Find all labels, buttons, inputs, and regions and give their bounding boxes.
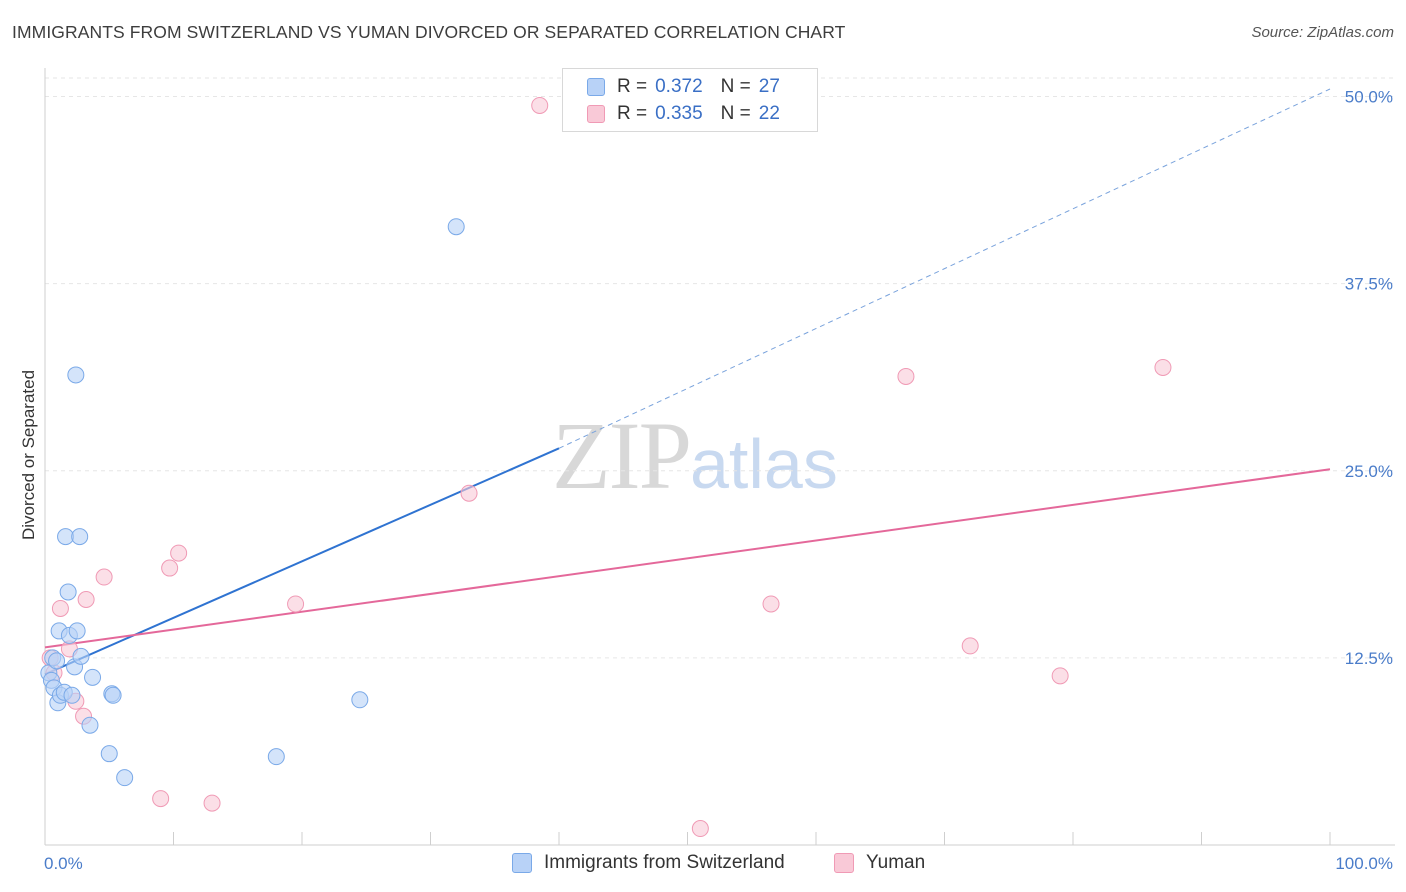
- yuman-point: [1154, 358, 1172, 376]
- switzerland-point: [267, 748, 285, 766]
- trend-line-yuman: [44, 468, 1331, 649]
- switzerland-point: [351, 691, 369, 709]
- yuman-point: [762, 595, 780, 613]
- y-axis-title: Divorced or Separated: [19, 370, 38, 540]
- legend-swatch-blue: [587, 78, 605, 96]
- y-tick-label: 12.5%: [1345, 649, 1393, 668]
- source-label: Source: ZipAtlas.com: [1251, 24, 1394, 41]
- switzerland-point: [116, 769, 134, 787]
- bottom-legend-switzerland: Immigrants from Switzerland: [512, 852, 785, 874]
- yuman-point: [531, 96, 549, 114]
- switzerland-point: [72, 647, 90, 665]
- legend-n-label: N =: [720, 76, 751, 97]
- x-tick-label: 0.0%: [44, 854, 83, 873]
- legend-n-value: 27: [758, 76, 780, 97]
- yuman-point: [691, 820, 709, 838]
- watermark-zip: ZIP: [552, 402, 692, 509]
- watermark-atlas: atlas: [690, 425, 838, 503]
- legend-n-label: N =: [720, 103, 751, 124]
- switzerland-point: [100, 745, 118, 763]
- chart-title: IMMIGRANTS FROM SWITZERLAND VS YUMAN DIV…: [12, 22, 846, 42]
- yuman-point: [287, 595, 305, 613]
- switzerland-point: [68, 622, 86, 640]
- switzerland-point: [71, 528, 89, 546]
- switzerland-point: [48, 652, 66, 670]
- legend-row-yuman: R = 0.335 N = 22: [587, 102, 780, 126]
- trend-line-switzerland-extension: [558, 88, 1331, 449]
- yuman-point: [152, 790, 170, 808]
- yuman-point: [460, 484, 478, 502]
- legend-r-value: 0.335: [655, 103, 703, 124]
- switzerland-point: [63, 686, 81, 704]
- yuman-point: [203, 794, 221, 812]
- legend-r-label: R =: [617, 103, 648, 124]
- point-layer: [40, 96, 1172, 838]
- bottom-legend-swatch-blue: [512, 853, 532, 873]
- x-tick-label: 100.0%: [1335, 854, 1393, 873]
- yuman-point: [51, 599, 69, 617]
- legend-r-value: 0.372: [655, 76, 703, 97]
- switzerland-point: [81, 716, 99, 734]
- watermark: ZIPatlas: [552, 400, 838, 511]
- y-tick-label: 50.0%: [1345, 88, 1393, 107]
- switzerland-point: [67, 366, 85, 384]
- yuman-point: [77, 590, 95, 608]
- switzerland-point: [104, 686, 122, 704]
- y-tick-label: 37.5%: [1345, 275, 1393, 294]
- grid-layer: [45, 77, 1395, 659]
- switzerland-point: [57, 528, 75, 546]
- yuman-point: [161, 559, 179, 577]
- trend-line-switzerland: [44, 447, 560, 676]
- switzerland-point: [59, 583, 77, 601]
- switzerland-point: [84, 668, 102, 686]
- switzerland-point: [447, 218, 465, 236]
- legend-row-switzerland: R = 0.372 N = 27: [587, 75, 780, 99]
- bottom-legend-label: Yuman: [866, 852, 926, 873]
- legend-swatch-pink: [587, 105, 605, 123]
- bottom-legend-swatch-pink: [834, 853, 854, 873]
- bottom-legend-label: Immigrants from Switzerland: [544, 852, 785, 873]
- yuman-point: [95, 568, 113, 586]
- yuman-point: [1051, 667, 1069, 685]
- legend-n-value: 22: [758, 103, 780, 124]
- yuman-point: [961, 637, 979, 655]
- label-layer: 12.5% 25.0% 37.5% 50.0% 0.0% 100.0%: [44, 88, 1393, 874]
- yuman-point: [897, 367, 915, 385]
- trend-layer: [44, 88, 1331, 676]
- axis-layer: [44, 68, 1395, 846]
- yuman-point: [170, 544, 188, 562]
- y-tick-label: 25.0%: [1345, 462, 1393, 481]
- bottom-legend-yuman: Yuman: [834, 852, 925, 874]
- correlation-legend: R = 0.372 N = 27 R = 0.335 N = 22: [562, 68, 818, 132]
- legend-r-label: R =: [617, 76, 648, 97]
